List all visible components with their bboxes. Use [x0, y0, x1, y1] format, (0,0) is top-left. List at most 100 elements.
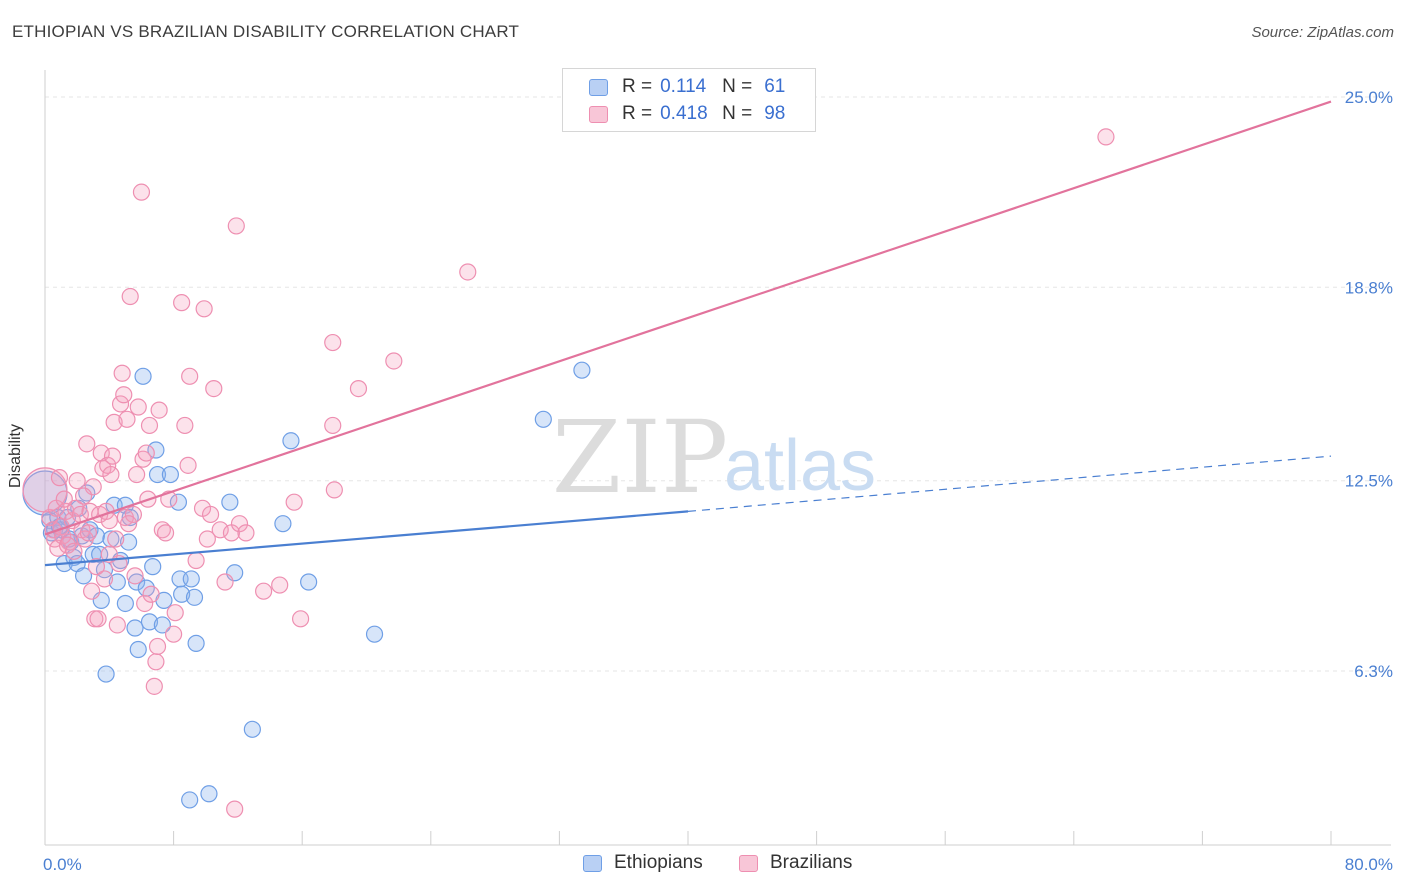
brazilians-point[interactable] [324, 416, 342, 435]
ethiopians-point[interactable] [181, 791, 199, 809]
brazilians-point[interactable] [58, 536, 77, 554]
brazilians-point[interactable] [113, 364, 131, 382]
brazilians-point[interactable] [55, 490, 73, 508]
brazilians-point[interactable] [255, 582, 273, 600]
brazilians-point[interactable] [147, 653, 165, 671]
ethiopians-point[interactable] [185, 588, 204, 606]
brazilians-point[interactable] [124, 505, 143, 524]
brazilians-point[interactable] [115, 386, 133, 404]
brazilians-point[interactable] [79, 524, 98, 542]
brazilians-point[interactable] [99, 456, 117, 474]
brazilians-point[interactable] [105, 413, 123, 431]
ethiopians-point[interactable] [200, 785, 218, 803]
ethiopians-point[interactable] [274, 515, 292, 533]
ethiopians-point[interactable] [140, 613, 159, 631]
brazilians-point[interactable] [195, 300, 213, 318]
brazilians-point[interactable] [291, 610, 310, 628]
ethiopians-point[interactable] [121, 508, 139, 527]
ethiopians-point[interactable] [153, 616, 171, 634]
ethiopians-point[interactable] [97, 665, 115, 683]
brazilians-point[interactable] [102, 465, 120, 484]
brazilians-point[interactable] [166, 604, 184, 622]
brazilians-point[interactable] [201, 505, 220, 524]
ethiopians-point[interactable] [78, 484, 96, 502]
brazilians-point[interactable] [57, 502, 75, 520]
brazilians-point[interactable] [87, 558, 106, 576]
brazilians-point[interactable] [211, 521, 229, 539]
ethiopians-point[interactable] [282, 432, 300, 450]
brazilians-point[interactable] [126, 567, 144, 585]
brazilians-point[interactable] [230, 515, 249, 533]
ethiopians-point[interactable] [243, 720, 261, 738]
ethiopians-point[interactable] [148, 465, 167, 484]
ethiopians-point[interactable] [128, 573, 146, 591]
brazilians-point[interactable] [285, 493, 303, 511]
ethiopians-point[interactable] [116, 594, 134, 613]
brazilians-point[interactable] [156, 524, 175, 542]
brazilians-point[interactable] [89, 610, 107, 628]
legend-item-brazilians[interactable]: Brazilians [739, 852, 852, 874]
brazilians-point[interactable] [140, 416, 159, 435]
ethiopians-point[interactable] [161, 465, 179, 484]
ethiopians-point[interactable] [119, 533, 138, 551]
brazilians-point[interactable] [227, 217, 245, 235]
brazilians-point[interactable] [68, 472, 86, 490]
ethiopians-point[interactable] [134, 367, 152, 385]
brazilians-point[interactable] [108, 616, 126, 634]
brazilians-point[interactable] [142, 585, 160, 603]
brazilians-point[interactable] [226, 800, 244, 818]
brazilians-point[interactable] [216, 573, 234, 591]
brazilians-point[interactable] [173, 294, 191, 312]
brazilians-point[interactable] [150, 401, 168, 419]
brazilians-point[interactable] [103, 447, 122, 465]
brazilians-point[interactable] [129, 398, 147, 416]
ethiopians-point[interactable] [173, 585, 191, 603]
brazilians-point[interactable] [65, 542, 83, 560]
brazilians-point[interactable] [271, 576, 289, 594]
ethiopians-point[interactable] [74, 567, 93, 585]
ethiopians-point[interactable] [144, 558, 162, 576]
ethiopians-point[interactable] [182, 570, 200, 588]
brazilians-point[interactable] [121, 287, 139, 306]
ethiopians-point[interactable] [534, 410, 552, 428]
brazilians-point[interactable] [118, 410, 136, 428]
ethiopians-point[interactable] [126, 619, 144, 637]
brazilians-point[interactable] [83, 582, 101, 600]
ethiopians-point[interactable] [169, 493, 188, 511]
brazilians-point[interactable] [132, 183, 151, 201]
brazilians-point[interactable] [111, 395, 130, 413]
brazilians-point[interactable] [1097, 128, 1115, 146]
brazilians-point[interactable] [74, 487, 93, 505]
ethiopians-point[interactable] [573, 361, 591, 379]
ethiopians-point[interactable] [147, 441, 165, 459]
brazilians-point[interactable] [205, 380, 223, 398]
brazilians-point[interactable] [107, 530, 125, 548]
brazilians-point[interactable] [187, 551, 205, 570]
brazilians-point[interactable] [136, 594, 154, 613]
legend-item-ethiopians[interactable]: Ethiopians [583, 852, 703, 874]
ethiopians-point[interactable] [108, 573, 126, 591]
brazilians-point[interactable] [128, 465, 146, 484]
brazilians-point[interactable] [95, 570, 114, 588]
brazilians-point[interactable] [181, 367, 199, 385]
brazilians-point[interactable] [198, 530, 216, 548]
ethiopians-point[interactable] [221, 493, 239, 511]
brazilians-point[interactable] [349, 380, 368, 398]
brazilians-point[interactable] [50, 469, 69, 487]
brazilians-point[interactable] [324, 333, 342, 352]
ethiopians-point[interactable] [365, 625, 384, 643]
ethiopians-point[interactable] [187, 634, 205, 652]
brazilians-point[interactable] [137, 444, 155, 462]
brazilians-point[interactable] [145, 677, 163, 695]
brazilians-point[interactable] [237, 524, 255, 542]
ethiopians-point[interactable] [129, 640, 147, 659]
brazilians-point[interactable] [78, 435, 96, 453]
brazilians-point[interactable] [385, 352, 403, 370]
brazilians-point[interactable] [153, 521, 171, 539]
ethiopians-point[interactable] [300, 573, 318, 591]
brazilians-point[interactable] [176, 416, 194, 435]
brazilians-point[interactable] [179, 456, 197, 474]
brazilians-point[interactable] [325, 481, 343, 499]
brazilians-point[interactable] [119, 515, 138, 533]
brazilians-point[interactable] [459, 263, 477, 281]
